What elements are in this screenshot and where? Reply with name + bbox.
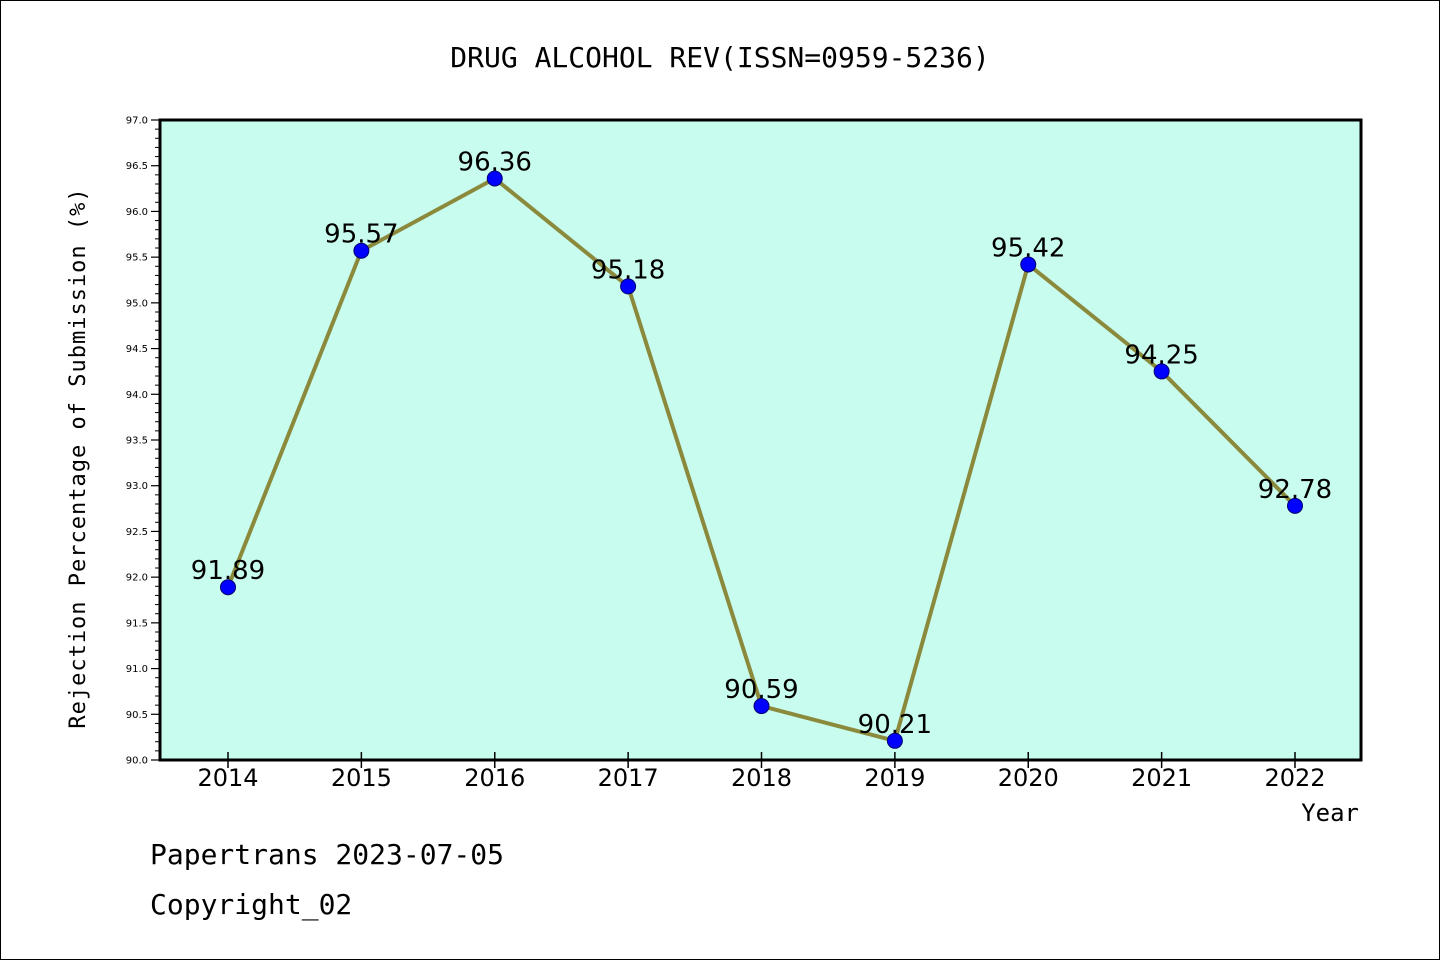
data-point	[486, 170, 503, 187]
data-label: 95.42	[991, 233, 1065, 263]
x-tick-label: 2014	[197, 764, 258, 792]
y-tick-label: 90.5	[126, 710, 148, 721]
data-labels: 91.89 95.57 96.36 95.18 90.59 90.21 95.42 94.25…	[191, 148, 1332, 740]
data-markers	[220, 170, 1303, 749]
data-label: 94.25	[1124, 340, 1198, 370]
y-tick-label: 91.0	[126, 664, 148, 675]
y-tick-label: 92.0	[126, 573, 148, 584]
data-label: 92.78	[1258, 475, 1332, 505]
footer-copyright: Copyright_02	[150, 888, 352, 922]
y-tick-label: 91.5	[126, 618, 148, 629]
x-tick-label: 2022	[1264, 764, 1325, 792]
y-tick-label: 96.5	[126, 161, 148, 172]
data-point	[886, 732, 903, 749]
y-tick-label: 93.5	[126, 436, 148, 447]
data-label: 96.36	[458, 148, 532, 178]
data-label: 90.21	[858, 710, 932, 740]
data-point	[753, 698, 770, 715]
y-tick-label: 92.5	[126, 527, 148, 538]
y-tick-label: 95.5	[126, 253, 148, 264]
y-axis-ticks: 90.0 90.5 91.0 91.5 92.0 92.5 93.0 93.5 94.0 94.5…	[126, 116, 160, 767]
data-label: 90.59	[724, 675, 798, 705]
y-tick-label: 90.0	[126, 756, 148, 767]
data-point	[1287, 497, 1303, 514]
data-point	[1153, 363, 1170, 380]
x-tick-label: 2017	[598, 764, 659, 792]
plot-area	[158, 118, 1363, 762]
y-tick-label: 96.0	[126, 207, 148, 218]
y-axis-label: Rejection Percentage of Submission (%)	[66, 187, 91, 728]
x-tick-label: 2021	[1131, 764, 1192, 792]
x-tick-label: 2018	[731, 764, 792, 792]
y-tick-label: 94.5	[126, 344, 148, 355]
data-point	[353, 242, 370, 259]
data-label: 91.89	[191, 556, 265, 586]
x-axis-ticks: 2014 2015 2016 2017 2018 2019 2020 2021 2022	[197, 752, 1326, 792]
x-tick-label: 2019	[864, 764, 925, 792]
data-label: 95.18	[591, 255, 665, 285]
x-axis-label: Year	[1301, 799, 1359, 827]
data-point	[1020, 256, 1037, 273]
chart-title: DRUG ALCOHOL REV(ISSN=0959-5236)	[450, 41, 989, 74]
data-label: 95.57	[324, 220, 398, 250]
x-tick-label: 2016	[464, 764, 525, 792]
data-point	[620, 278, 637, 295]
y-tick-label: 95.0	[126, 298, 148, 309]
footer-date: Papertrans 2023-07-05	[150, 838, 504, 871]
x-tick-label: 2015	[331, 764, 392, 792]
y-tick-label: 94.0	[126, 390, 148, 401]
data-point	[220, 579, 236, 596]
y-tick-label: 93.0	[126, 481, 148, 492]
x-tick-label: 2020	[998, 764, 1059, 792]
y-tick-label: 97.0	[126, 116, 148, 127]
